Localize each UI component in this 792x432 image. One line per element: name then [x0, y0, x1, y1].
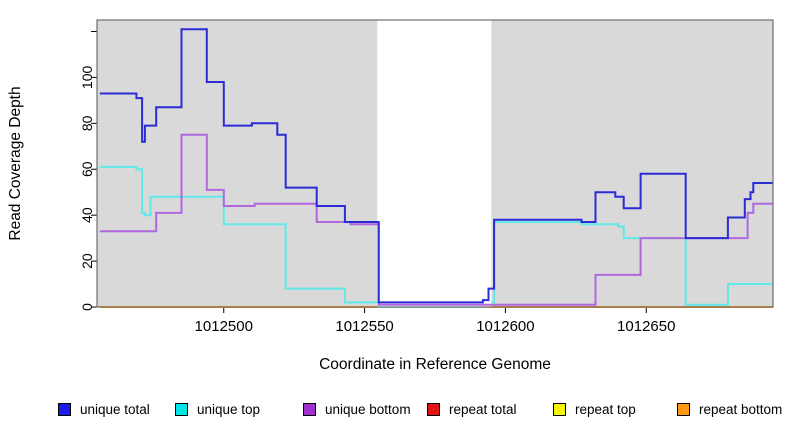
legend-label: unique bottom — [325, 401, 411, 417]
coverage-chart: 0 20 40 60 80 100 1012500 1012550 1012600 1012650… — [7, 19, 774, 335]
legend-swatch-icon — [677, 402, 690, 416]
chart-legend: unique total unique top unique bottom repea… — [0, 398, 792, 422]
legend-swatch-icon — [58, 402, 71, 416]
x-tick-label: 1012600 — [476, 318, 534, 335]
legend-label: unique top — [197, 401, 261, 417]
legend-label: repeat bottom — [699, 401, 783, 417]
y-tick-label: 20 — [79, 253, 95, 269]
y-tick-label: 100 — [79, 66, 95, 90]
y-tick-label: 0 — [79, 303, 95, 311]
legend-item-unique-total: unique total — [58, 398, 150, 420]
series-unique-bottom — [99, 133, 773, 306]
plot-border — [96, 19, 774, 308]
legend-item-unique-bottom: unique bottom — [303, 398, 411, 420]
x-tick-label: 1012500 — [195, 318, 253, 335]
legend-item-repeat-top: repeat top — [553, 398, 636, 420]
y-axis-title: Read Coverage Depth — [7, 86, 24, 240]
legend-swatch-icon — [427, 402, 440, 416]
series-unique-total — [99, 28, 773, 304]
legend-swatch-icon — [303, 402, 316, 416]
legend-label: repeat total — [449, 401, 517, 417]
legend-item-unique-top: unique top — [175, 398, 260, 420]
x-axis-title: Coordinate in Reference Genome — [319, 356, 551, 373]
legend-item-repeat-bottom: repeat bottom — [677, 398, 782, 420]
legend-label: unique total — [80, 401, 150, 417]
legend-swatch-icon — [175, 402, 188, 416]
y-tick-label: 40 — [79, 207, 95, 223]
legend-swatch-icon — [553, 402, 566, 416]
y-tick-label: 80 — [79, 115, 95, 131]
masked-region — [377, 20, 492, 307]
x-tick-label: 1012550 — [335, 318, 393, 335]
y-tick-label: 60 — [79, 161, 95, 177]
legend-label: repeat top — [575, 401, 636, 417]
x-tick-label: 1012650 — [617, 318, 675, 335]
legend-item-repeat-total: repeat total — [427, 398, 517, 420]
